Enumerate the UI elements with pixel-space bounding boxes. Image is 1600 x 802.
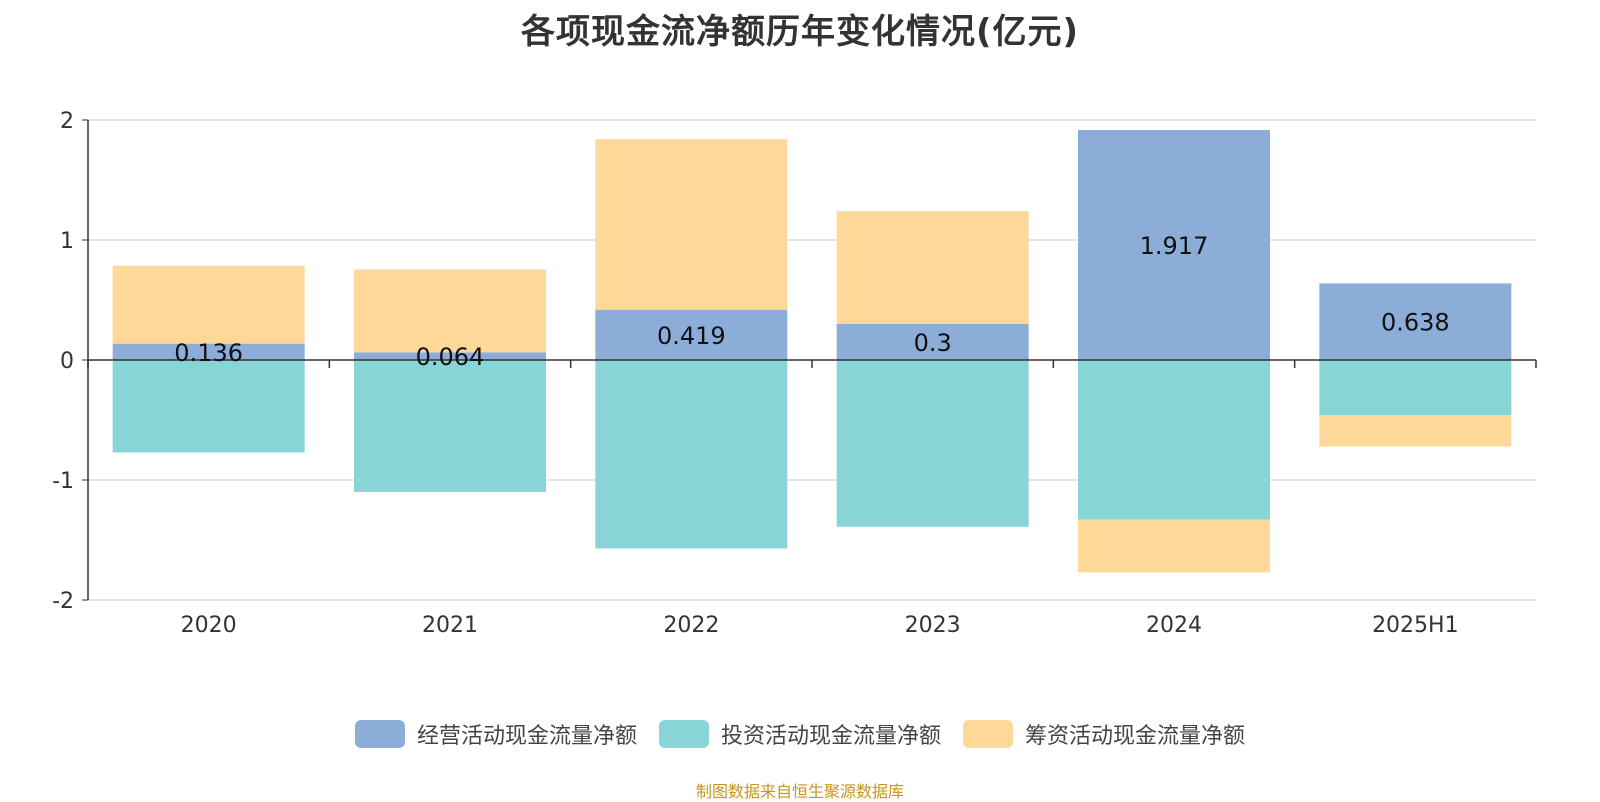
bar-investing	[1078, 360, 1270, 520]
bar-financing	[1319, 415, 1512, 447]
bar-operating	[112, 343, 305, 360]
data-source-note: 制图数据来自恒生聚源数据库	[695, 782, 904, 801]
bar-investing	[354, 360, 546, 492]
bar-financing	[112, 265, 305, 344]
data-label-operating: 0.136	[174, 339, 243, 367]
legend-label-financing: 筹资活动现金流量净额	[1025, 724, 1246, 749]
legend-item-investing[interactable]: 投资活动现金流量净额	[658, 718, 941, 750]
bar-investing	[595, 360, 788, 549]
data-label-operating: 1.917	[1140, 232, 1209, 260]
x-category-label: 2022	[663, 613, 719, 638]
legend-label-operating: 经营活动现金流量净额	[416, 724, 637, 749]
y-tick-label: -1	[52, 469, 74, 494]
legend: 经营活动现金流量净额 投资活动现金流量净额 筹资活动现金流量净额	[0, 718, 1600, 750]
data-label-operating: 0.419	[657, 322, 726, 350]
x-category-label: 2021	[422, 613, 478, 638]
legend-item-operating[interactable]: 经营活动现金流量净额	[354, 718, 637, 750]
bar-operating	[595, 309, 788, 360]
x-category-label: 2020	[181, 613, 237, 638]
legend-swatch-financing	[963, 720, 1013, 748]
x-category-label: 2025H1	[1372, 613, 1459, 638]
bar-investing	[112, 360, 305, 453]
legend-label-investing: 投资活动现金流量净额	[720, 724, 941, 749]
cashflow-chart: 2 1 0 -1 -2 0.136 0.064 0.419 0.3 1.917 0.638 2020 2…	[52, 109, 1537, 638]
legend-swatch-operating	[354, 720, 405, 748]
bar-investing	[836, 360, 1029, 527]
y-tick-label: -2	[52, 589, 74, 614]
bar-investing	[1319, 360, 1512, 416]
data-label-operating: 0.638	[1381, 309, 1450, 337]
chart-title: 各项现金流净额历年变化情况(亿元)	[520, 12, 1080, 52]
bar-financing	[1078, 519, 1270, 573]
data-label-operating: 0.064	[416, 343, 485, 371]
bar-operating	[1078, 129, 1270, 360]
bar-financing	[595, 139, 788, 310]
bar-financing	[354, 269, 546, 353]
bar-operating	[354, 352, 546, 360]
y-tick-label: 1	[60, 229, 74, 254]
y-tick-label: 0	[60, 349, 74, 374]
data-label-operating: 0.3	[914, 329, 952, 357]
y-tick-label: 2	[60, 109, 74, 134]
legend-item-financing[interactable]: 筹资活动现金流量净额	[963, 718, 1245, 750]
legend-swatch-investing	[658, 720, 709, 748]
bar-operating	[836, 324, 1029, 360]
bar-operating	[1319, 283, 1512, 360]
x-category-label: 2024	[1146, 613, 1202, 638]
bar-financing	[836, 211, 1029, 324]
x-category-label: 2023	[905, 613, 961, 638]
